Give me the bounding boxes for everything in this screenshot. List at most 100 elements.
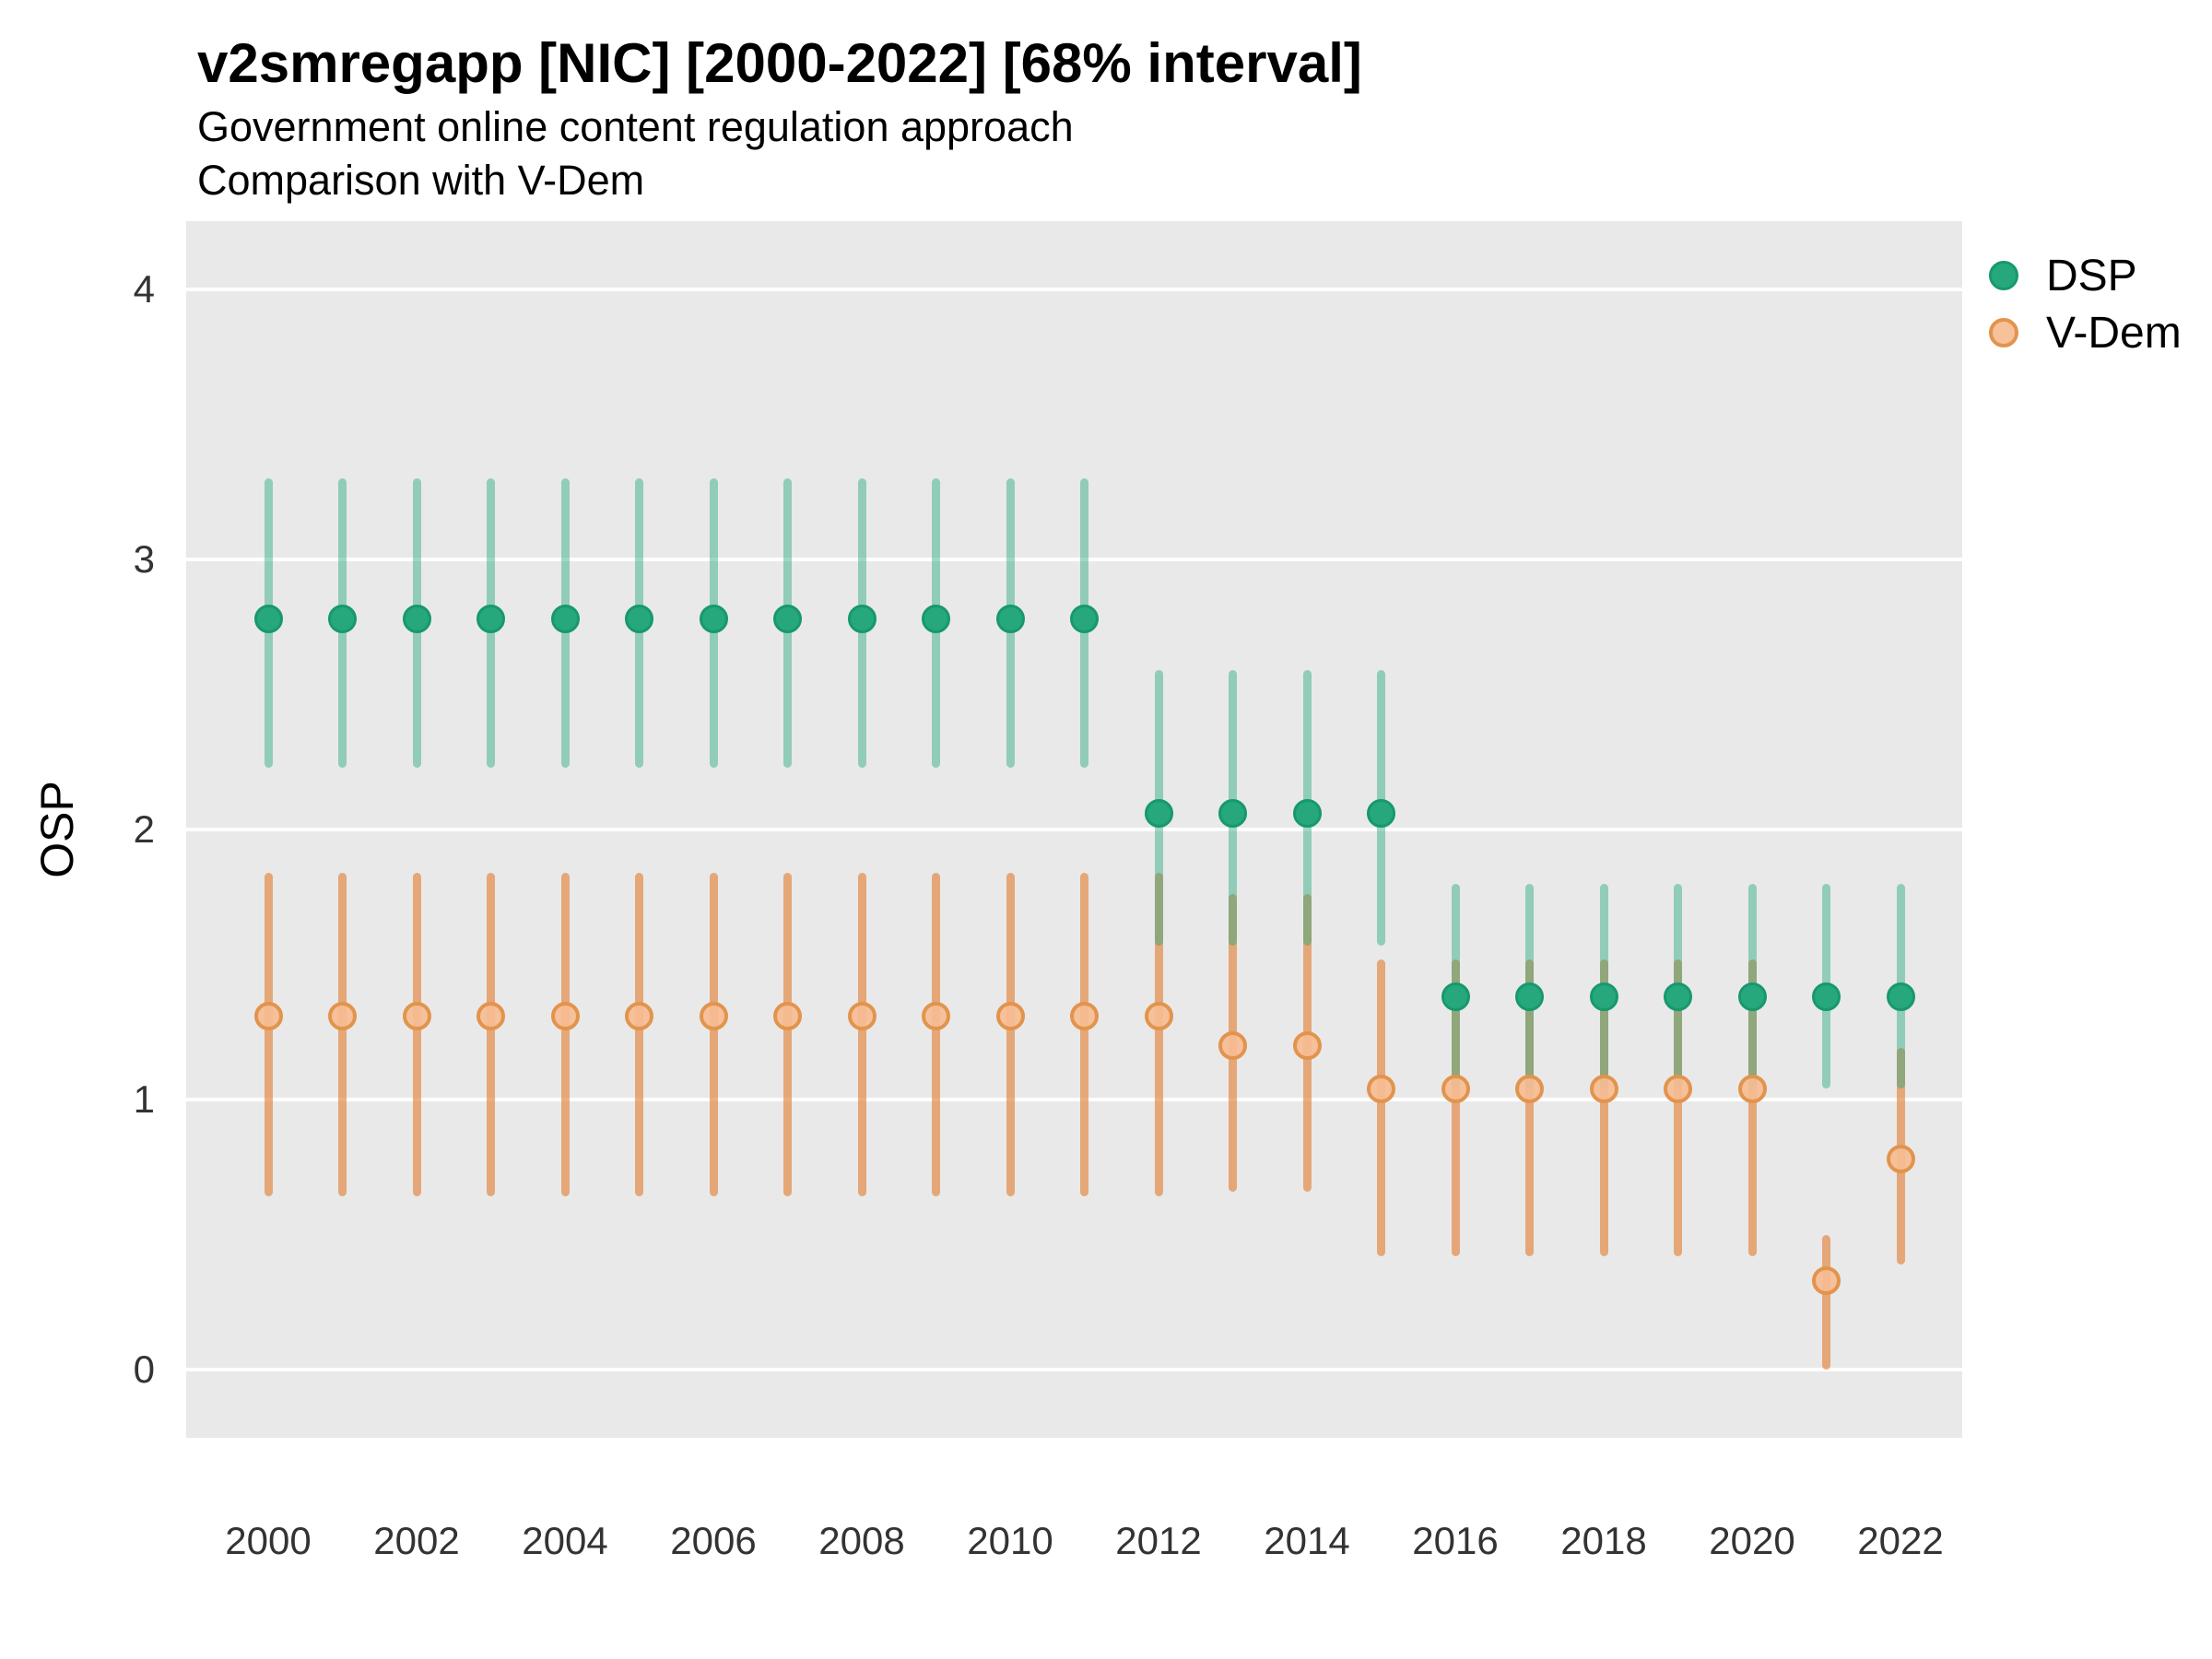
y-gridline-0 xyxy=(186,1368,1962,1371)
x-tick-label-2022: 2022 xyxy=(1857,1519,1944,1562)
vdem-errorbar xyxy=(1377,959,1385,1256)
x-tick-label-2004: 2004 xyxy=(522,1519,608,1562)
y-gridline-3 xyxy=(186,558,1962,561)
vdem-errorbar xyxy=(1451,959,1460,1256)
dsp-point xyxy=(328,604,357,633)
vdem-point xyxy=(328,1001,357,1030)
vdem-point xyxy=(1144,1001,1173,1030)
dsp-legend-swatch-icon xyxy=(1989,261,2018,290)
chart-subtitle-line1: Government online content regulation app… xyxy=(197,103,1074,150)
vdem-errorbar xyxy=(709,872,718,1197)
dsp-point xyxy=(1144,798,1173,828)
dsp-point xyxy=(625,604,653,633)
dsp-point xyxy=(550,604,580,633)
dsp-point xyxy=(922,604,950,633)
chart-subtitle-line2: Comparison with V-Dem xyxy=(197,157,645,204)
dsp-point xyxy=(1070,604,1099,633)
x-tick-label-2016: 2016 xyxy=(1412,1519,1499,1562)
vdem-errorbar xyxy=(857,872,866,1197)
x-tick-label-2008: 2008 xyxy=(818,1519,905,1562)
vdem-point xyxy=(773,1001,802,1030)
dsp-point xyxy=(1664,982,1692,1012)
legend-label-dsp: DSP xyxy=(2046,251,2137,300)
dsp-point xyxy=(1886,982,1915,1012)
x-tick-label-2006: 2006 xyxy=(670,1519,757,1562)
y-tick-label-4: 4 xyxy=(133,267,155,311)
vdem-point xyxy=(1515,1074,1544,1103)
vdem-errorbar xyxy=(264,872,273,1197)
vdem-errorbar xyxy=(560,872,570,1197)
dsp-point xyxy=(1367,798,1395,828)
vdem-point xyxy=(1886,1144,1915,1173)
vdem-errorbar xyxy=(338,872,347,1197)
x-tick-label-2014: 2014 xyxy=(1264,1519,1350,1562)
vdem-point xyxy=(1664,1074,1692,1103)
vdem-point xyxy=(1589,1074,1618,1103)
vdem-point xyxy=(1737,1074,1767,1103)
legend: DSP V-Dem xyxy=(1989,247,2182,361)
vdem-errorbar xyxy=(635,872,643,1197)
legend-item-dsp: DSP xyxy=(1989,247,2182,304)
dsp-point xyxy=(847,604,877,633)
y-tick-label-2: 2 xyxy=(133,807,155,851)
vdem-errorbar xyxy=(1674,959,1682,1256)
y-gridline-1 xyxy=(186,1098,1962,1101)
vdem-errorbar xyxy=(412,872,421,1197)
vdem-point xyxy=(625,1001,653,1030)
y-tick-label-1: 1 xyxy=(133,1077,155,1121)
vdem-point xyxy=(699,1001,728,1030)
x-tick-label-2012: 2012 xyxy=(1115,1519,1202,1562)
y-gridline-4 xyxy=(186,288,1962,291)
vdem-point xyxy=(402,1001,431,1030)
vdem-errorbar xyxy=(1525,959,1534,1256)
vdem-point xyxy=(253,1001,283,1030)
dsp-point xyxy=(1441,982,1470,1012)
vdem-errorbar xyxy=(932,872,940,1197)
x-tick-label-2002: 2002 xyxy=(373,1519,460,1562)
dsp-point xyxy=(1292,798,1322,828)
vdem-errorbar xyxy=(487,872,495,1197)
dsp-point xyxy=(773,604,802,633)
y-tick-label-3: 3 xyxy=(133,537,155,581)
vdem-errorbar xyxy=(1822,1234,1830,1370)
plot-panel xyxy=(186,221,1962,1438)
x-tick-label-2020: 2020 xyxy=(1709,1519,1795,1562)
vdem-legend-swatch-icon xyxy=(1989,318,2018,347)
dsp-point xyxy=(1812,982,1841,1012)
dsp-point xyxy=(995,604,1025,633)
dsp-point xyxy=(1589,982,1618,1012)
vdem-point xyxy=(550,1001,580,1030)
dsp-point xyxy=(1218,798,1247,828)
dsp-point xyxy=(699,604,728,633)
y-tick-label-0: 0 xyxy=(133,1347,155,1391)
vdem-point xyxy=(1218,1030,1247,1060)
vdem-errorbar xyxy=(1006,872,1015,1197)
vdem-point xyxy=(477,1001,505,1030)
chart-title: v2smregapp [NIC] [2000-2022] [68% interv… xyxy=(197,32,1362,94)
legend-label-vdem: V-Dem xyxy=(2046,308,2182,358)
vdem-errorbar xyxy=(783,872,792,1197)
vdem-point xyxy=(1070,1001,1099,1030)
vdem-point xyxy=(922,1001,950,1030)
dsp-point xyxy=(477,604,505,633)
vdem-point xyxy=(995,1001,1025,1030)
vdem-point xyxy=(1367,1074,1395,1103)
dsp-point xyxy=(1515,982,1544,1012)
vdem-errorbar xyxy=(1747,959,1757,1256)
vdem-point xyxy=(1812,1265,1841,1295)
vdem-point xyxy=(847,1001,877,1030)
x-tick-label-2000: 2000 xyxy=(225,1519,312,1562)
dsp-point xyxy=(1737,982,1767,1012)
dsp-point xyxy=(253,604,283,633)
vdem-errorbar xyxy=(1599,959,1608,1256)
dsp-point xyxy=(402,604,431,633)
y-gridline-2 xyxy=(186,828,1962,831)
vdem-point xyxy=(1292,1030,1322,1060)
x-tick-label-2010: 2010 xyxy=(967,1519,1053,1562)
x-tick-label-2018: 2018 xyxy=(1560,1519,1647,1562)
vdem-errorbar xyxy=(1154,872,1163,1197)
vdem-point xyxy=(1441,1074,1470,1103)
legend-item-vdem: V-Dem xyxy=(1989,304,2182,361)
vdem-errorbar xyxy=(1080,872,1088,1197)
